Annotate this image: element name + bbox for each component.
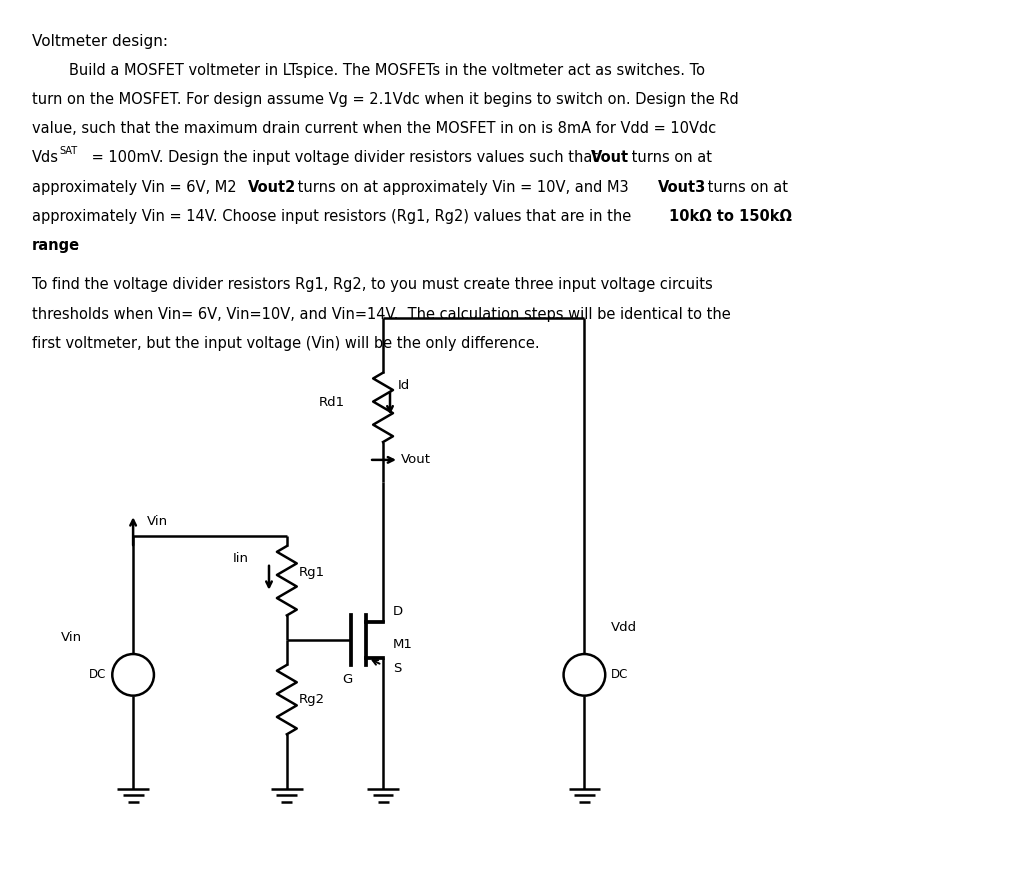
Text: Iin: Iin bbox=[233, 552, 249, 566]
Text: turns on at approximately Vin = 10V, and M3: turns on at approximately Vin = 10V, and… bbox=[293, 179, 633, 194]
Text: D: D bbox=[393, 606, 403, 618]
Text: G: G bbox=[342, 673, 352, 686]
Text: turns on at: turns on at bbox=[627, 150, 712, 165]
Text: To find the voltage divider resistors Rg1, Rg2, to you must create three input v: To find the voltage divider resistors Rg… bbox=[32, 277, 713, 293]
Text: = 100mV. Design the input voltage divider resistors values such that: = 100mV. Design the input voltage divide… bbox=[87, 150, 603, 165]
Text: range: range bbox=[32, 238, 80, 253]
Text: turn on the MOSFET. For design assume Vg = 2.1Vdc when it begins to switch on. D: turn on the MOSFET. For design assume Vg… bbox=[32, 92, 738, 107]
Text: S: S bbox=[393, 662, 401, 675]
Text: Rg2: Rg2 bbox=[299, 693, 325, 706]
Text: Vout3: Vout3 bbox=[657, 179, 707, 194]
Text: 10kΩ to 150kΩ: 10kΩ to 150kΩ bbox=[669, 209, 792, 224]
Text: value, such that the maximum drain current when the MOSFET in on is 8mA for Vdd : value, such that the maximum drain curre… bbox=[32, 121, 716, 136]
Text: Id: Id bbox=[398, 379, 411, 392]
Text: Vdd: Vdd bbox=[611, 621, 637, 634]
Text: Build a MOSFET voltmeter in LTspice. The MOSFETs in the voltmeter act as switche: Build a MOSFET voltmeter in LTspice. The… bbox=[32, 62, 705, 78]
Text: first voltmeter, but the input voltage (Vin) will be the only difference.: first voltmeter, but the input voltage (… bbox=[32, 336, 540, 351]
Text: Voltmeter design:: Voltmeter design: bbox=[32, 34, 168, 49]
Text: thresholds when Vin= 6V, Vin=10V, and Vin=14V.  The calculation steps will be id: thresholds when Vin= 6V, Vin=10V, and Vi… bbox=[32, 307, 731, 322]
Text: Vds: Vds bbox=[32, 150, 59, 165]
Text: .: . bbox=[73, 238, 78, 253]
Text: Vin: Vin bbox=[60, 631, 82, 644]
Text: Vout: Vout bbox=[401, 453, 431, 467]
Text: DC: DC bbox=[89, 668, 106, 681]
Text: turns on at: turns on at bbox=[702, 179, 787, 194]
Text: Rd1: Rd1 bbox=[319, 396, 345, 409]
Text: SAT: SAT bbox=[59, 145, 78, 155]
Text: Rg1: Rg1 bbox=[299, 566, 325, 579]
Text: approximately Vin = 14V. Choose input resistors (Rg1, Rg2) values that are in th: approximately Vin = 14V. Choose input re… bbox=[32, 209, 636, 224]
Text: Vin: Vin bbox=[147, 516, 168, 528]
Text: Vout2: Vout2 bbox=[248, 179, 296, 194]
Text: DC: DC bbox=[611, 668, 629, 681]
Text: M1: M1 bbox=[393, 638, 413, 650]
Text: approximately Vin = 6V, M2: approximately Vin = 6V, M2 bbox=[32, 179, 242, 194]
Text: Vout: Vout bbox=[591, 150, 629, 165]
